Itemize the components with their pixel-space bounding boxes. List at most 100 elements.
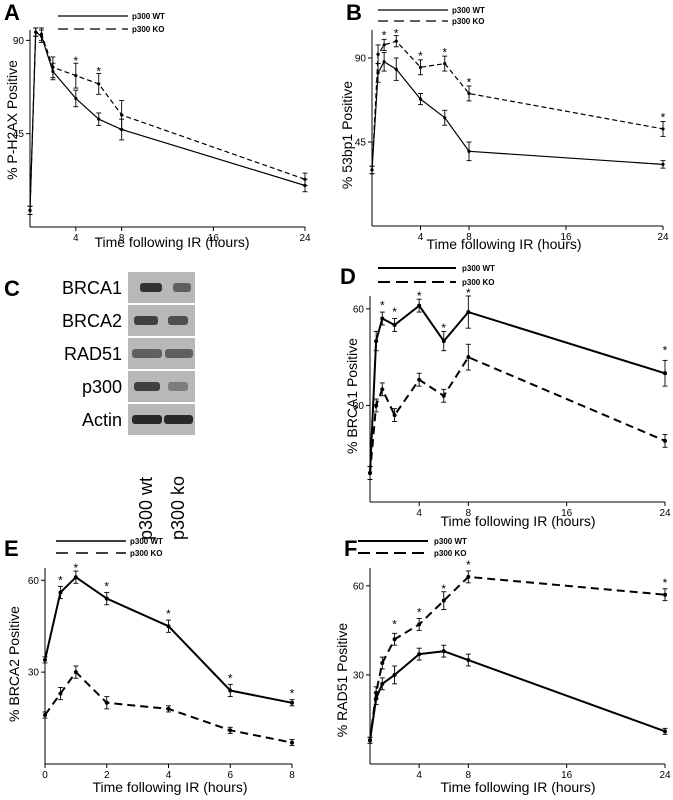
legend-d-ko-label: p300 KO: [462, 278, 494, 287]
data-point-e-wt: [290, 700, 294, 705]
panel-f: F p300 WT p300 KO 4 8 16 24 30 60 * * * * * Time f…: [334, 536, 671, 795]
data-point-e-ko: [43, 713, 47, 717]
data-point-b-ko: [467, 91, 471, 96]
legend-a-wt-label: p300 WT: [132, 12, 165, 21]
data-point-d-ko: [368, 471, 372, 476]
blot-row-label: BRCA2: [62, 311, 122, 331]
data-point-d-ko: [392, 413, 397, 418]
legend-a-ko-label: p300 KO: [132, 25, 164, 34]
data-point-f-ko: [417, 622, 422, 627]
x-tick-label-b: 24: [657, 232, 669, 243]
legend-e-ko-label: p300 KO: [130, 549, 162, 558]
x-tick-label-f: 24: [659, 770, 671, 781]
x-axis-title-b: Time following IR (hours): [426, 236, 581, 252]
x-tick-label-e: 4: [166, 770, 172, 781]
panel-d: D p300 WT p300 KO 4 8 16 24 30 60 * * * * * * Time …: [340, 264, 671, 529]
y-axis-title-b: % 53bp1 Positive: [339, 81, 355, 189]
data-point-d-wt: [441, 339, 446, 344]
x-tick-label-e: 0: [42, 770, 48, 781]
data-point-f-wt: [380, 681, 385, 686]
y-tick-label-e: 60: [28, 576, 40, 587]
data-point-e-wt: [43, 657, 47, 662]
x-tick-label-b: 8: [466, 232, 472, 243]
data-point-f-ko: [374, 690, 379, 695]
data-point-b-ko: [661, 127, 665, 131]
significance-star-b: *: [661, 111, 666, 125]
significance-star-f: *: [663, 576, 668, 590]
data-point-a-wt: [97, 117, 101, 121]
blot-row-label: p300: [82, 377, 122, 397]
x-tick-label-f: 16: [561, 770, 573, 781]
blot-band-actin-wt: [132, 415, 162, 424]
western-blot: BRCA1 BRCA2 RAD51 p300 Actin p300 wt p300 ko: [62, 272, 195, 540]
data-point-a-ko: [34, 30, 38, 34]
blot-band-p300-ko: [168, 382, 188, 391]
plot-d: 4 8 16 24 30 60 * * * * * *: [353, 286, 671, 519]
x-axis-title-a: Time following IR (hours): [94, 234, 249, 250]
significance-star-e: *: [104, 579, 109, 593]
data-point-e-ko: [73, 670, 78, 675]
blot-band-actin-ko: [164, 415, 193, 424]
x-tick-label-d: 16: [561, 508, 573, 519]
data-point-b-wt: [394, 67, 398, 71]
blot-band-p300-wt: [134, 382, 160, 391]
significance-star-e: *: [290, 687, 295, 701]
data-point-d-ko: [663, 438, 667, 443]
legend-b-wt-label: p300 WT: [452, 6, 485, 15]
series-line-a-wt: [29, 31, 306, 211]
series-line-d-ko: [369, 356, 666, 474]
y-tick-label-b: 45: [355, 138, 367, 149]
x-axis-title-f: Time following IR (hours): [440, 779, 595, 795]
legend-f-wt-label: p300 WT: [434, 537, 467, 546]
legend-a: p300 WT p300 KO: [58, 12, 165, 34]
x-tick-label-a: 24: [299, 233, 311, 244]
significance-star-d: *: [663, 344, 668, 358]
data-point-f-wt: [466, 658, 471, 663]
series-line-b-wt: [371, 61, 664, 171]
data-point-b-ko: [376, 52, 380, 56]
y-tick-label-d: 60: [353, 304, 365, 315]
series-line-a-ko: [29, 31, 306, 211]
data-point-f-ko: [392, 637, 397, 642]
data-point-a-ko: [120, 113, 124, 117]
significance-star-b: *: [382, 29, 387, 43]
significance-star-b: *: [467, 75, 472, 89]
significance-star-d: *: [417, 289, 422, 303]
series-line-e-wt: [44, 576, 293, 704]
data-point-e-ko: [58, 691, 63, 696]
data-point-b-wt: [661, 162, 665, 166]
data-point-e-ko: [104, 700, 109, 705]
significance-star-e: *: [74, 561, 79, 575]
data-point-b-ko: [394, 39, 398, 43]
legend-b-ko-label: p300 KO: [452, 17, 484, 26]
x-tick-label-e: 8: [289, 770, 295, 781]
significance-star-d: *: [380, 299, 385, 313]
data-point-d-wt: [374, 339, 379, 344]
significance-star-f: *: [466, 558, 471, 572]
panel-a: A p300 WT p300 KO 4 8 16 24 45 90 * * Time foll…: [4, 0, 311, 250]
blot-band-brca2-ko: [168, 316, 188, 325]
plot-b: 4 8 16 24 45 90 * * * * * *: [355, 27, 669, 243]
data-point-f-ko: [466, 574, 471, 579]
panel-letter-c: C: [4, 276, 20, 301]
data-point-d-wt: [466, 310, 471, 315]
y-axis-title-e: % BRCA2 Positive: [6, 606, 22, 722]
data-point-f-wt: [663, 729, 667, 734]
significance-star-d: *: [441, 321, 446, 335]
blot-band-brca2-wt: [134, 316, 158, 325]
x-tick-label-f: 8: [466, 770, 472, 781]
y-axis-title-d: % BRCA1 Positive: [344, 338, 360, 454]
panel-letter-a: A: [4, 0, 20, 25]
x-tick-label-d: 8: [466, 508, 472, 519]
blot-row-label: Actin: [82, 410, 122, 430]
data-point-a-ko: [97, 82, 101, 86]
data-point-e-wt: [73, 575, 78, 580]
legend-f-ko-label: p300 KO: [434, 549, 466, 558]
x-tick-label-a: 16: [208, 233, 220, 244]
legend-f: p300 WT p300 KO: [358, 537, 467, 558]
legend-e: p300 WT p300 KO: [56, 537, 163, 558]
panel-b: B p300 WT p300 KO 4 8 16 24 45 90 * * * * * * Time …: [339, 0, 669, 252]
data-point-e-wt: [166, 624, 171, 629]
data-point-d-ko: [441, 393, 446, 398]
data-point-a-ko: [39, 32, 44, 36]
